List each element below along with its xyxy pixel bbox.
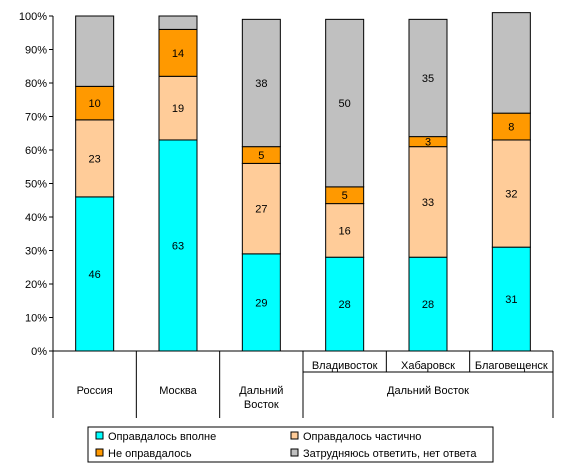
data-label: 5 [258,150,264,162]
data-label: 38 [255,78,267,90]
legend-swatch [290,448,299,457]
data-label: 28 [422,299,434,311]
y-tick-label: 40% [25,212,47,224]
group-label: Дальний Восток [239,385,283,411]
bar-segment [75,85,115,121]
x-tick-label: Владивосток [312,360,378,372]
data-label: 27 [255,204,267,216]
legend-swatch [95,431,104,440]
group-label: Москва [159,385,197,397]
bar-segment [75,15,115,87]
data-label: 33 [422,197,434,209]
data-label: 63 [172,240,184,252]
y-tick-label: 80% [25,78,47,90]
x-tick-label: Благовещенск [475,360,548,372]
bar-segment [325,256,365,352]
data-label: 3 [425,137,431,149]
y-tick-label: 60% [25,145,47,157]
data-label: 35 [422,73,434,85]
data-label: 8 [508,122,514,134]
x-tick-label: Хабаровск [401,360,455,372]
y-tick-label: 90% [25,45,47,57]
bar-segment [158,15,198,30]
legend-swatch [290,431,299,440]
legend-label: Оправдалось вполне [108,431,216,443]
bar-segment [325,203,365,258]
bar-segment [491,12,531,114]
legend-label: Затрудняюсь ответить, нет ответа [303,448,477,460]
data-label: 31 [505,294,517,306]
bar-segment [158,75,198,141]
data-label: 10 [89,98,101,110]
group-label: Россия [77,385,113,397]
bar-segment [158,139,198,352]
data-label: 14 [172,48,184,60]
y-tick-label: 70% [25,112,47,124]
bar-segment [241,18,281,148]
bar-segment [75,119,115,198]
data-label: 29 [255,297,267,309]
y-tick-label: 30% [25,246,47,258]
data-label: 23 [89,153,101,165]
legend-label: Не оправдалось [108,448,192,460]
legend-label: Оправдалось частично [303,431,421,443]
y-tick-label: 100% [19,11,47,23]
bar-segment [75,196,115,352]
data-label: 50 [339,98,351,110]
bar-segment [408,256,448,352]
data-label: 5 [342,190,348,202]
y-tick-label: 50% [25,179,47,191]
data-label: 16 [339,225,351,237]
data-label: 46 [89,269,101,281]
data-label: 19 [172,103,184,115]
data-label: 32 [505,189,517,201]
bar-segment [408,18,448,138]
y-tick-label: 0% [31,346,47,358]
group-label: Дальний Восток [387,385,469,397]
y-tick-label: 10% [25,313,47,325]
bar-segment [408,146,448,258]
data-label: 28 [339,299,351,311]
bar-segment [325,18,365,188]
legend-swatch [95,448,104,457]
y-tick-label: 20% [25,279,47,291]
